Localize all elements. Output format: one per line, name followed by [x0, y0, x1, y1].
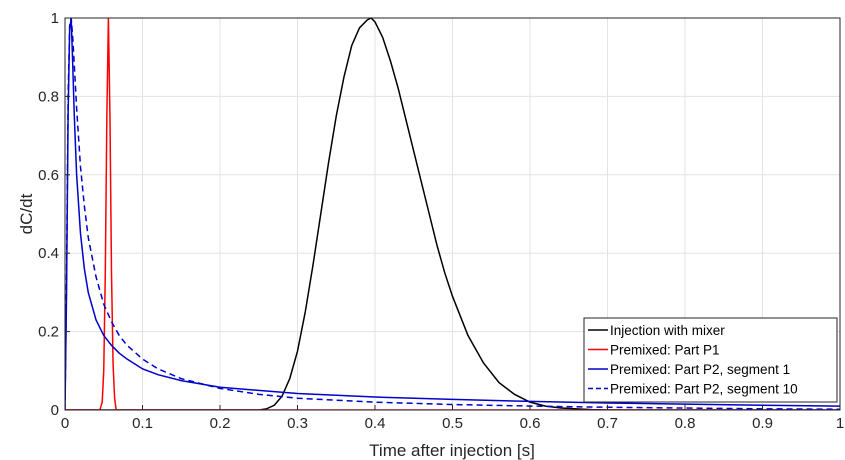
y-tick-label: 1: [51, 10, 59, 27]
x-tick-label: 0.6: [520, 415, 541, 432]
y-tick-label: 0.4: [38, 245, 59, 262]
legend-label: Premixed: Part P1: [610, 343, 720, 358]
x-tick-label: 0.1: [132, 415, 153, 432]
x-tick-label: 0.7: [597, 415, 618, 432]
legend-label: Premixed: Part P2, segment 1: [610, 362, 790, 377]
x-tick-label: 0.9: [752, 415, 773, 432]
x-tick-label: 0.8: [675, 415, 696, 432]
x-tick-label: 1: [836, 415, 844, 432]
legend-box: [583, 317, 838, 403]
legend-label: Injection with mixer: [610, 323, 725, 338]
x-tick-label: 0: [61, 415, 69, 432]
legend: Injection with mixer Premixed: Part P1 Pre…: [583, 317, 838, 403]
y-axis-label: dC/dt: [17, 193, 36, 234]
y-tick-label: 0.8: [38, 88, 59, 105]
x-tick-label: 0.2: [210, 415, 231, 432]
x-tick-label: 0.3: [287, 415, 308, 432]
x-tick-label: 0.4: [365, 415, 386, 432]
x-tick-label: 0.5: [442, 415, 463, 432]
legend-label: Premixed: Part P2, segment 10: [610, 382, 798, 397]
x-tick-labels: 0 0.1 0.2 0.3 0.4 0.5 0.6 0.7 0.8 0.9 1: [61, 405, 844, 432]
series-line-premixed-part-p2-segment-1: [65, 17, 840, 410]
y-tick-label: 0.6: [38, 167, 59, 184]
y-tick-labels: 0 0.2 0.4 0.6 0.8 1: [38, 10, 70, 419]
y-tick-label: 0: [51, 402, 59, 419]
series-line-premixed-part-p2-segment-10: [65, 17, 840, 410]
y-tick-label: 0.2: [38, 324, 59, 341]
x-axis-label: Time after injection [s]: [369, 441, 535, 460]
